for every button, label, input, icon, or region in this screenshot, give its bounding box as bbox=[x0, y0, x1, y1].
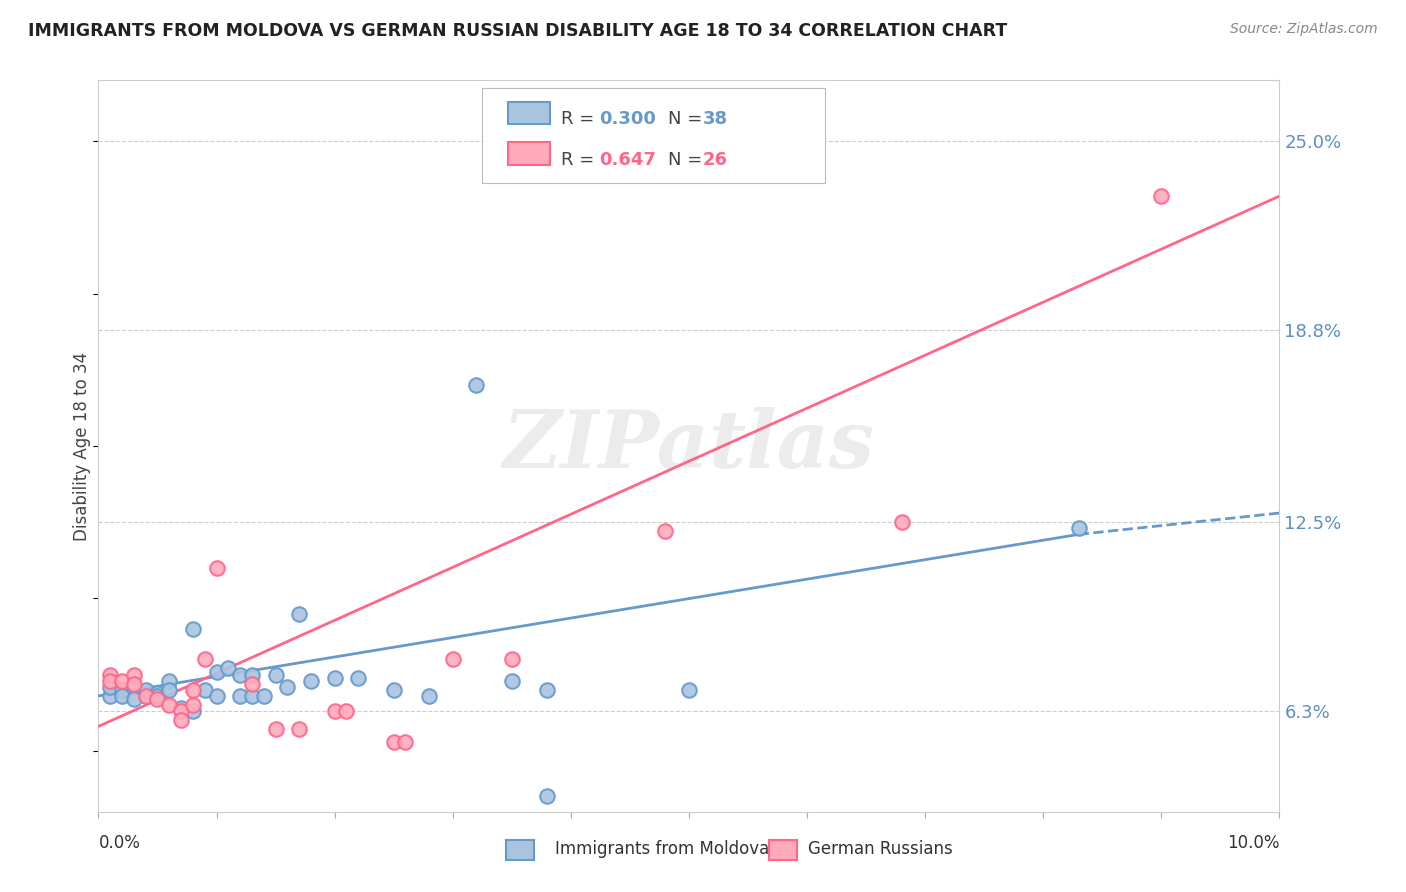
Point bbox=[347, 671, 370, 685]
Point bbox=[276, 680, 298, 694]
Text: ZIPatlas: ZIPatlas bbox=[503, 408, 875, 484]
Point bbox=[288, 607, 311, 621]
Point bbox=[264, 667, 287, 681]
Point bbox=[323, 671, 346, 685]
Point bbox=[253, 689, 276, 703]
Point bbox=[181, 698, 204, 712]
Point bbox=[299, 673, 322, 688]
Text: Immigrants from Moldova: Immigrants from Moldova bbox=[555, 840, 769, 858]
Point bbox=[217, 661, 239, 675]
Point bbox=[146, 689, 169, 703]
Point bbox=[501, 673, 523, 688]
Point bbox=[288, 723, 311, 737]
Point bbox=[98, 667, 121, 681]
FancyBboxPatch shape bbox=[508, 143, 550, 164]
Text: German Russians: German Russians bbox=[808, 840, 953, 858]
Point bbox=[98, 680, 121, 694]
Point bbox=[135, 682, 157, 697]
Point bbox=[890, 515, 912, 529]
Point bbox=[122, 680, 145, 694]
Point bbox=[205, 665, 228, 679]
Text: IMMIGRANTS FROM MOLDOVA VS GERMAN RUSSIAN DISABILITY AGE 18 TO 34 CORRELATION CH: IMMIGRANTS FROM MOLDOVA VS GERMAN RUSSIA… bbox=[28, 22, 1007, 40]
Point bbox=[122, 692, 145, 706]
Point bbox=[98, 673, 121, 688]
Point bbox=[323, 704, 346, 718]
Text: R =: R = bbox=[561, 111, 600, 128]
Point bbox=[536, 789, 558, 804]
Point bbox=[229, 667, 252, 681]
Point bbox=[146, 686, 169, 700]
Point bbox=[654, 524, 676, 539]
Point bbox=[111, 682, 134, 697]
Text: 38: 38 bbox=[703, 111, 728, 128]
Text: Source: ZipAtlas.com: Source: ZipAtlas.com bbox=[1230, 22, 1378, 37]
Point bbox=[205, 561, 228, 575]
Text: N =: N = bbox=[668, 151, 707, 169]
Point bbox=[170, 704, 193, 718]
Text: N =: N = bbox=[668, 111, 707, 128]
Point bbox=[157, 673, 180, 688]
Point bbox=[181, 682, 204, 697]
Point bbox=[1150, 189, 1173, 203]
Point bbox=[181, 704, 204, 718]
Point bbox=[170, 701, 193, 715]
Point bbox=[394, 734, 416, 748]
Point bbox=[335, 704, 357, 718]
Point bbox=[135, 689, 157, 703]
Point bbox=[122, 667, 145, 681]
Point bbox=[111, 673, 134, 688]
Text: R =: R = bbox=[561, 151, 600, 169]
Text: 0.647: 0.647 bbox=[599, 151, 657, 169]
Point bbox=[536, 682, 558, 697]
Point bbox=[135, 689, 157, 703]
Point bbox=[240, 677, 263, 691]
Point bbox=[382, 734, 405, 748]
Point bbox=[240, 689, 263, 703]
Point bbox=[205, 689, 228, 703]
Text: 0.0%: 0.0% bbox=[98, 834, 141, 852]
Text: 10.0%: 10.0% bbox=[1227, 834, 1279, 852]
Point bbox=[441, 652, 464, 666]
Point bbox=[146, 692, 169, 706]
Point bbox=[465, 378, 488, 392]
Point bbox=[1067, 521, 1090, 535]
Point bbox=[122, 677, 145, 691]
FancyBboxPatch shape bbox=[508, 103, 550, 124]
FancyBboxPatch shape bbox=[482, 87, 825, 183]
Point bbox=[181, 622, 204, 636]
Point bbox=[264, 723, 287, 737]
Point bbox=[382, 682, 405, 697]
Y-axis label: Disability Age 18 to 34: Disability Age 18 to 34 bbox=[73, 351, 91, 541]
Point bbox=[98, 689, 121, 703]
Point bbox=[194, 682, 217, 697]
Point bbox=[678, 682, 700, 697]
Point bbox=[418, 689, 440, 703]
Point bbox=[111, 689, 134, 703]
Point bbox=[157, 698, 180, 712]
Point bbox=[194, 652, 217, 666]
Text: 0.300: 0.300 bbox=[599, 111, 657, 128]
Text: 26: 26 bbox=[703, 151, 728, 169]
Point bbox=[157, 682, 180, 697]
Point bbox=[170, 714, 193, 728]
Point bbox=[501, 652, 523, 666]
Point bbox=[229, 689, 252, 703]
Point bbox=[240, 667, 263, 681]
